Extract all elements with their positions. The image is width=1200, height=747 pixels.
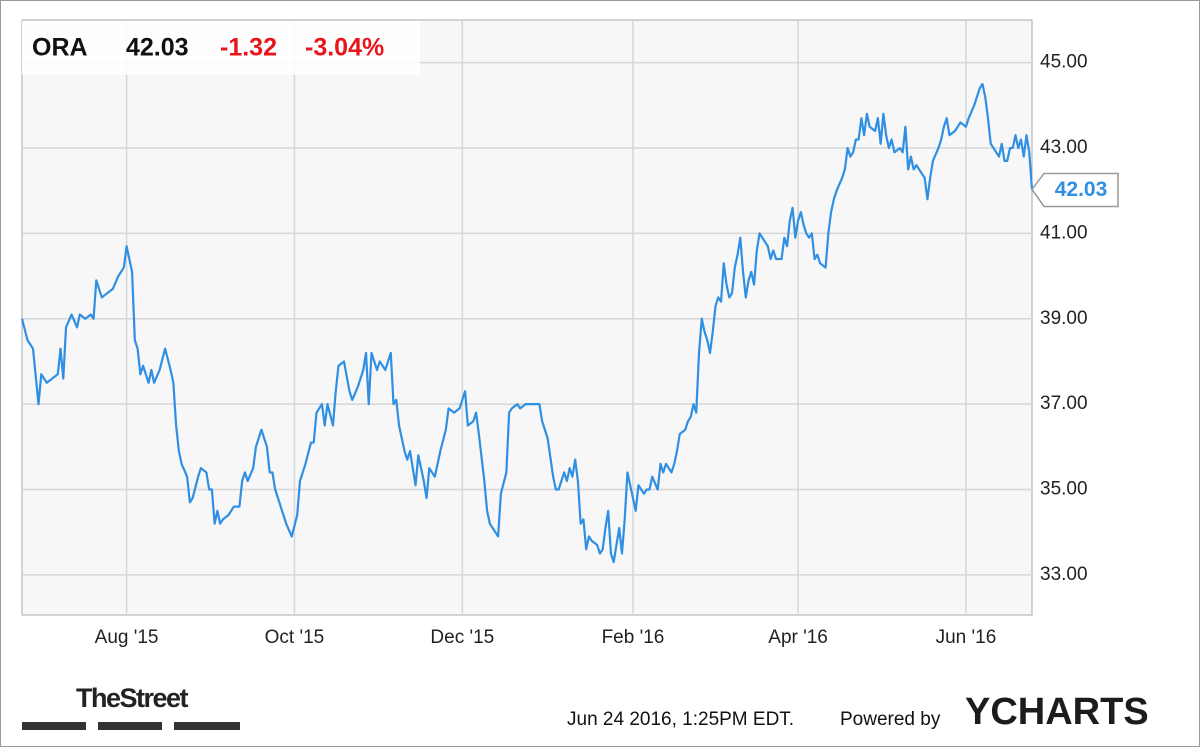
brand: YCHARTS xyxy=(965,691,1149,733)
tag-box xyxy=(1031,172,1119,208)
timestamp: Jun 24 2016, 1:25PM EDT. xyxy=(567,709,794,730)
change-pct: -3.04% xyxy=(305,34,384,62)
x-tick-label: Feb '16 xyxy=(602,627,665,648)
y-tick-label: 37.00 xyxy=(1040,393,1088,414)
lines xyxy=(20,82,1034,564)
x-tick-label: Apr '16 xyxy=(768,627,828,648)
y-tick-label: 33.00 xyxy=(1040,564,1088,585)
header-box xyxy=(22,21,420,75)
last-value-tag: 42.03 xyxy=(1031,172,1119,208)
ticker: ORA xyxy=(32,34,88,62)
y-tick-label: 41.00 xyxy=(1040,222,1088,243)
y-tick-label: 43.00 xyxy=(1040,137,1088,158)
x-tick-label: Oct '15 xyxy=(265,627,325,648)
tag-label: 42.03 xyxy=(1055,178,1108,201)
x-tick-label: Aug '15 xyxy=(95,627,159,648)
x-tick-label: Dec '15 xyxy=(430,627,494,648)
price-line xyxy=(20,82,1034,564)
x-tick-label: Jun '16 xyxy=(936,627,997,648)
grid xyxy=(22,20,1032,615)
logo-text: TheStreet xyxy=(76,683,189,713)
logo-bar xyxy=(98,722,162,730)
logo-bar xyxy=(174,722,240,730)
y-tick-label: 35.00 xyxy=(1040,479,1088,500)
y-tick-label: 39.00 xyxy=(1040,308,1088,329)
powered-by: Powered by xyxy=(840,709,941,730)
plot-area xyxy=(21,19,1033,616)
price: 42.03 xyxy=(126,34,189,62)
change: -1.32 xyxy=(220,34,277,62)
logo-bar xyxy=(22,722,86,730)
y-tick-label: 45.00 xyxy=(1040,52,1088,73)
